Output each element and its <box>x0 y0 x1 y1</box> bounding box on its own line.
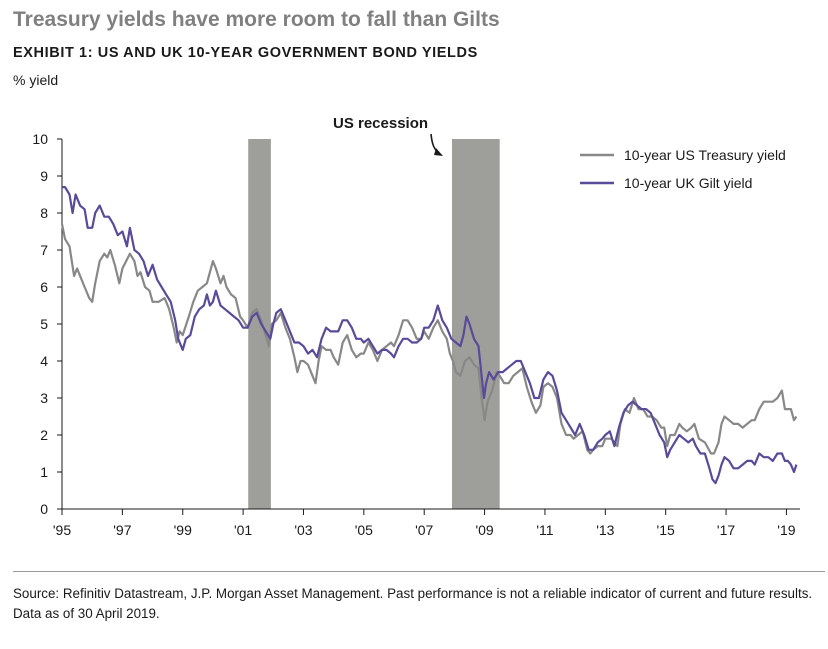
source-note: Source: Refinitiv Datastream, J.P. Morga… <box>13 586 813 621</box>
legend-item-uk: 10-year UK Gilt yield <box>580 175 752 191</box>
series-line-uk-gilt <box>62 186 798 485</box>
y-tick-label: 6 <box>40 279 48 295</box>
recession-bands <box>248 139 500 509</box>
x-tick-label: '07 <box>415 522 433 538</box>
legend-item-us: 10-year US Treasury yield <box>580 147 786 163</box>
x-tick-label: '13 <box>596 522 614 538</box>
x-axis-ticks: '95 '97 '99 '01 '03 '05 '07 '09 '11 '13 '15 '17 '19 <box>53 509 796 538</box>
footer-divider <box>13 571 825 572</box>
y-axis-ticks: 0 1 2 3 4 5 6 7 8 9 10 <box>32 131 62 517</box>
chart-title: Treasury yields have more room to fall t… <box>13 8 500 31</box>
y-tick-label: 2 <box>40 427 48 443</box>
x-tick-label: '99 <box>174 522 192 538</box>
x-tick-label: '01 <box>234 522 252 538</box>
chart-subtitle: EXHIBIT 1: US AND UK 10-YEAR GOVERNMENT … <box>13 45 478 61</box>
recession-band-1 <box>248 139 271 509</box>
series-lines <box>60 186 798 485</box>
y-tick-label: 1 <box>40 464 48 480</box>
y-tick-label: 9 <box>40 168 48 184</box>
y-tick-label: 0 <box>40 501 48 517</box>
y-tick-label: 7 <box>40 242 48 258</box>
x-tick-label: '19 <box>777 522 795 538</box>
y-tick-label: 8 <box>40 205 48 221</box>
x-tick-label: '95 <box>53 522 71 538</box>
y-tick-label: 3 <box>40 390 48 406</box>
recession-annotation: US recession <box>333 115 443 156</box>
x-tick-label: '15 <box>657 522 675 538</box>
legend: 10-year US Treasury yield 10-year UK Gil… <box>580 147 786 191</box>
legend-label-us: 10-year US Treasury yield <box>624 147 786 163</box>
recession-band-2 <box>451 139 500 509</box>
x-tick-label: '11 <box>536 522 553 538</box>
y-tick-label: 4 <box>40 353 48 369</box>
x-tick-label: '09 <box>475 522 493 538</box>
y-tick-label: 10 <box>32 131 48 147</box>
series-line-us-treasury <box>60 223 798 455</box>
x-tick-label: '03 <box>294 522 312 538</box>
unit-label: % yield <box>13 72 59 88</box>
recession-annotation-label: US recession <box>333 115 428 132</box>
line-chart: 0 1 2 3 4 5 6 7 8 9 10 '95 '97 '99 '01 '03 '05 '07 '09 '11… <box>32 115 800 538</box>
y-tick-label: 5 <box>40 316 48 332</box>
annotation-arrowhead <box>434 148 443 156</box>
x-tick-label: '05 <box>355 522 373 538</box>
x-tick-label: '17 <box>717 522 735 538</box>
legend-label-uk: 10-year UK Gilt yield <box>624 175 752 191</box>
x-tick-label: '97 <box>113 522 131 538</box>
